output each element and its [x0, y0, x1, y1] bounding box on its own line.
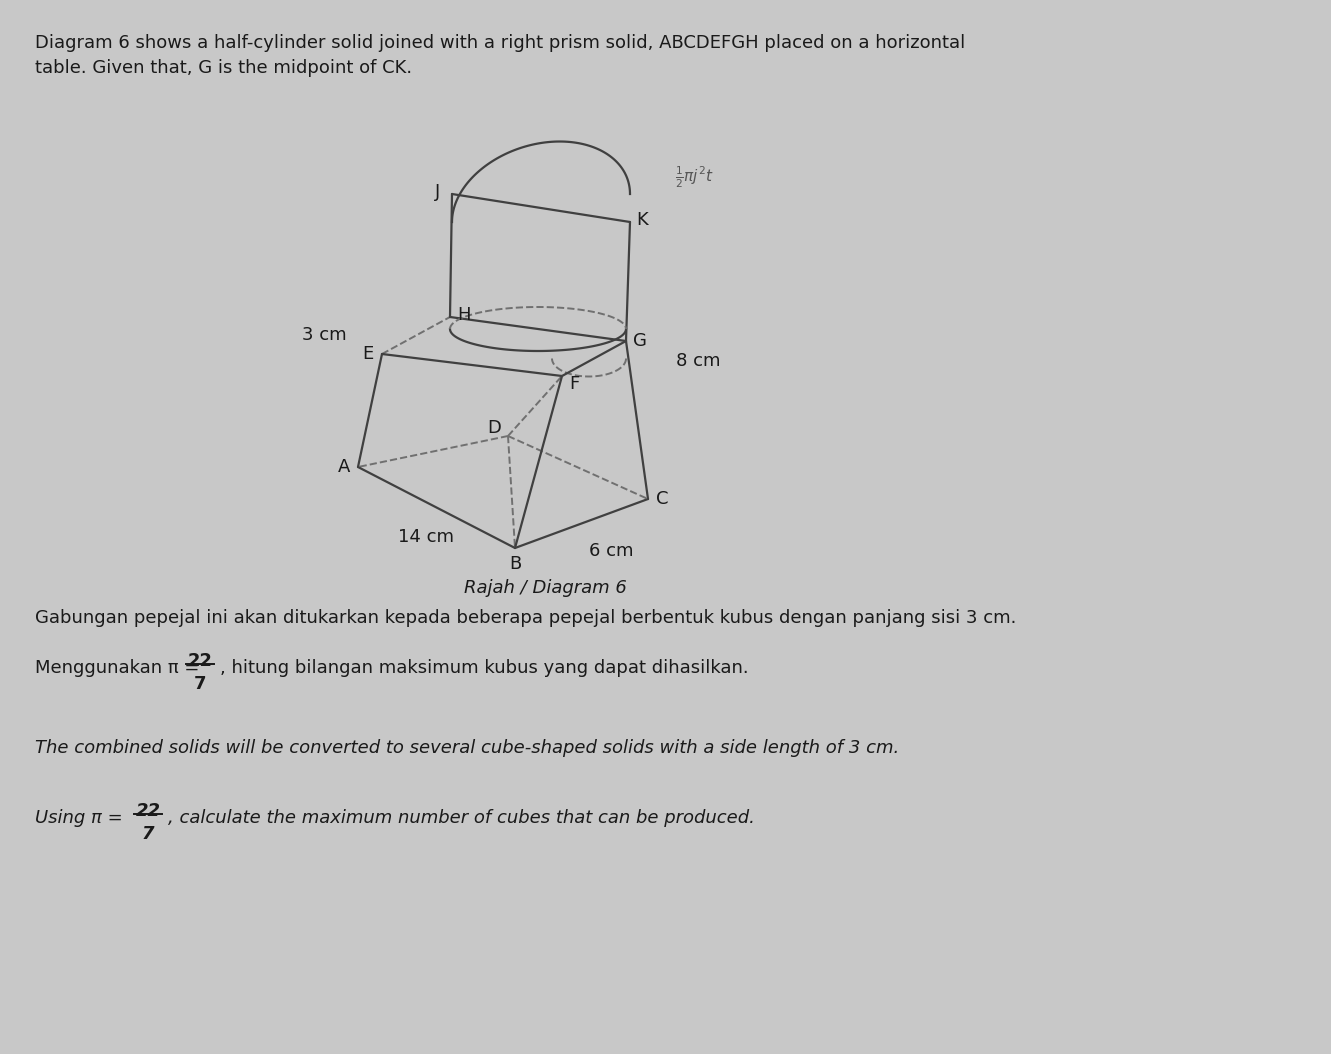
- Text: Gabungan pepejal ini akan ditukarkan kepada beberapa pepejal berbentuk kubus den: Gabungan pepejal ini akan ditukarkan kep…: [35, 609, 1017, 627]
- Text: 22: 22: [188, 652, 213, 670]
- Text: B: B: [508, 555, 522, 573]
- Text: J: J: [435, 183, 441, 201]
- Text: F: F: [568, 375, 579, 393]
- Text: Menggunakan π =: Menggunakan π =: [35, 659, 205, 677]
- Text: H: H: [458, 306, 471, 324]
- Text: 3 cm: 3 cm: [302, 327, 347, 345]
- Text: 7: 7: [141, 825, 154, 843]
- Text: C: C: [656, 490, 668, 508]
- Text: The combined solids will be converted to several cube-shaped solids with a side : The combined solids will be converted to…: [35, 739, 900, 757]
- Text: D: D: [487, 419, 500, 437]
- Text: A: A: [338, 458, 350, 476]
- Text: G: G: [634, 332, 647, 350]
- Text: 6 cm: 6 cm: [590, 543, 634, 561]
- Text: , calculate the maximum number of cubes that can be produced.: , calculate the maximum number of cubes …: [168, 809, 755, 827]
- Text: Rajah / Diagram 6: Rajah / Diagram 6: [463, 579, 627, 597]
- Text: 7: 7: [194, 675, 206, 692]
- Text: , hitung bilangan maksimum kubus yang dapat dihasilkan.: , hitung bilangan maksimum kubus yang da…: [220, 659, 748, 677]
- Text: table. Given that, G is the midpoint of CK.: table. Given that, G is the midpoint of …: [35, 59, 413, 77]
- Text: K: K: [636, 211, 648, 229]
- Text: Diagram 6 shows a half-cylinder solid joined with a right prism solid, ABCDEFGH : Diagram 6 shows a half-cylinder solid jo…: [35, 34, 965, 52]
- Text: $\frac{1}{2}\pi j^2 t$: $\frac{1}{2}\pi j^2 t$: [675, 164, 713, 190]
- Text: Using π =: Using π =: [35, 809, 129, 827]
- Text: E: E: [362, 345, 374, 363]
- Text: 14 cm: 14 cm: [398, 528, 454, 547]
- Text: 8 cm: 8 cm: [676, 351, 720, 370]
- Text: 22: 22: [136, 802, 161, 820]
